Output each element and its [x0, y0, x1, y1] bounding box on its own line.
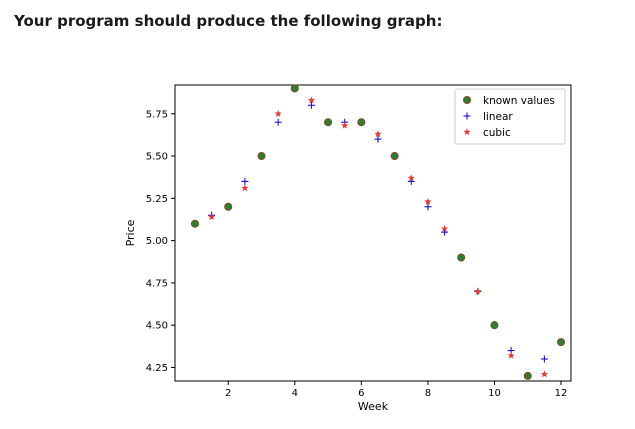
legend-label: linear [483, 111, 513, 123]
star-point [307, 96, 316, 104]
star-point [474, 287, 482, 295]
y-tick-label: 5.00 [146, 236, 168, 247]
star-point [507, 351, 515, 359]
y-tick-label: 4.25 [146, 363, 168, 374]
circle-point [390, 152, 399, 161]
legend-label: known values [483, 95, 555, 107]
plus-point [374, 135, 382, 143]
page-heading: Your program should produce the followin… [14, 12, 443, 30]
y-tick-label: 5.50 [146, 152, 168, 163]
plus-point [424, 203, 432, 211]
star-point [241, 184, 249, 192]
circle-point [324, 118, 333, 127]
plus-point [540, 355, 548, 363]
star-point [540, 370, 548, 378]
plus-point [241, 177, 249, 185]
star-point [341, 121, 349, 129]
circle-point [257, 152, 266, 161]
legend-label: cubic [483, 127, 511, 139]
circle-point [490, 321, 499, 330]
x-tick-label: 6 [358, 388, 364, 399]
y-tick-label: 5.25 [146, 194, 168, 205]
x-tick-label: 4 [292, 388, 298, 399]
legend-marker [463, 128, 471, 136]
x-tick-label: 8 [425, 388, 431, 399]
x-axis: 2 4 6 8 10 12 [225, 381, 567, 399]
chart-legend: known values linear cubic [454, 88, 566, 145]
circle-point [190, 219, 199, 228]
legend-marker [463, 112, 471, 120]
circle-point [357, 118, 366, 127]
plus-point [307, 101, 315, 109]
circle-point [557, 338, 566, 347]
circle-point [523, 371, 532, 380]
star-point [440, 224, 449, 232]
legend-marker [462, 96, 471, 105]
y-tick-label: 5.75 [146, 109, 168, 120]
circle-point [457, 253, 466, 262]
x-axis-label: Week [358, 400, 389, 413]
star-point [374, 130, 382, 138]
plus-point [274, 118, 282, 126]
star-point [207, 213, 216, 221]
star-point [274, 109, 282, 117]
star-point [424, 197, 432, 205]
y-axis-label: Price [124, 219, 137, 246]
circle-point [290, 84, 299, 93]
x-tick-label: 12 [555, 388, 568, 399]
x-tick-label: 10 [488, 388, 501, 399]
chart-marks [190, 84, 566, 380]
legend-box [454, 88, 566, 145]
circle-point [224, 202, 233, 211]
y-tick-label: 4.75 [146, 278, 168, 289]
y-tick-label: 4.50 [146, 321, 168, 332]
x-tick-label: 2 [225, 388, 231, 399]
y-axis: 4.25 4.50 4.75 5.00 5.25 5.50 5.75 [146, 109, 175, 374]
star-point [407, 174, 415, 182]
